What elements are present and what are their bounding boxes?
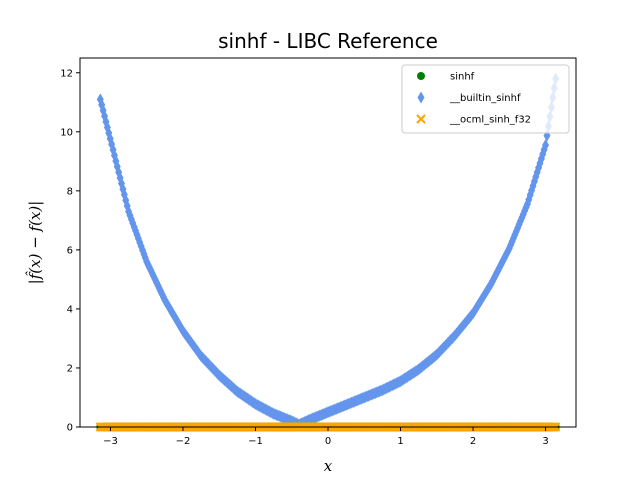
y-tick-label: 2: [67, 363, 73, 374]
legend-label: __ocml_sinh_f32: [449, 115, 531, 126]
x-axis-label: x: [324, 457, 333, 475]
legend-marker: [417, 91, 425, 104]
x-tick-label: 1: [397, 436, 403, 447]
x-tick-label: 3: [542, 436, 548, 447]
x-tick-label: 0: [325, 436, 331, 447]
y-tick-label: 8: [67, 186, 73, 197]
y-tick-label: 6: [67, 245, 73, 256]
data-point: [139, 244, 147, 257]
y-tick-label: 10: [60, 127, 73, 138]
legend-label: __builtin_sinhf: [449, 93, 521, 104]
legend-marker: [417, 72, 425, 80]
x-tick-label: −2: [176, 436, 191, 447]
series-builtinsinhf: [96, 72, 560, 431]
data-point: [122, 194, 130, 207]
legend: sinhf __builtin_sinhf __ocml_sinh_f32: [401, 64, 570, 134]
y-tick-label: 4: [67, 304, 73, 315]
data-point: [542, 139, 550, 152]
legend-box: [401, 64, 570, 134]
y-axis-label: |f̂(x) − f(x)|: [26, 201, 44, 285]
x-tick-label: −1: [248, 436, 263, 447]
x-axis-ticks: −3 −2 −1 0 1 2 3: [103, 427, 549, 447]
x-tick-label: 2: [470, 436, 476, 447]
legend-label: sinhf: [450, 72, 475, 83]
chart-title: sinhf - LIBC Reference: [218, 29, 438, 53]
y-tick-label: 12: [60, 68, 73, 79]
y-tick-label: 0: [67, 423, 73, 434]
legend-marker: [416, 114, 426, 124]
y-axis-ticks: 0 2 4 6 8 10 12: [60, 68, 80, 434]
x-tick-label: −3: [103, 436, 118, 447]
